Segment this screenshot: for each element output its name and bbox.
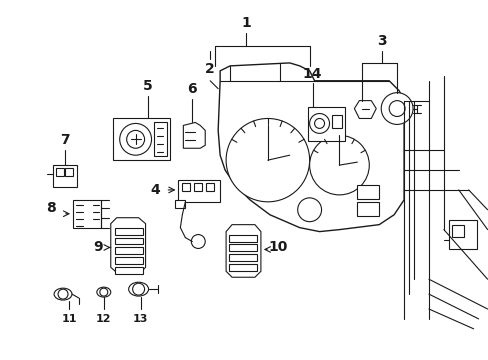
Circle shape (100, 288, 107, 296)
Polygon shape (354, 100, 375, 118)
Ellipse shape (54, 288, 72, 300)
Text: 4: 4 (150, 183, 160, 197)
Bar (451, 225, 463, 237)
Ellipse shape (128, 282, 148, 296)
Text: 3: 3 (377, 34, 386, 48)
Circle shape (388, 100, 404, 117)
Polygon shape (225, 225, 261, 277)
Circle shape (309, 135, 368, 195)
Text: 14: 14 (302, 67, 322, 81)
Circle shape (132, 283, 144, 295)
Polygon shape (183, 122, 205, 148)
Circle shape (58, 289, 68, 299)
Circle shape (309, 113, 329, 133)
Text: 1: 1 (241, 16, 250, 30)
Bar (182, 183, 190, 191)
Circle shape (225, 118, 309, 202)
Ellipse shape (97, 287, 111, 297)
Bar (65, 168, 73, 176)
Text: 2: 2 (205, 62, 215, 76)
Bar (228, 264, 256, 271)
Bar (175, 200, 185, 208)
Text: 6: 6 (187, 82, 197, 96)
Text: 7: 7 (60, 133, 70, 147)
Text: 8: 8 (46, 201, 56, 215)
Polygon shape (218, 63, 403, 231)
Polygon shape (111, 218, 145, 274)
Bar (228, 255, 256, 261)
Text: 5: 5 (142, 79, 152, 93)
Bar (228, 235, 256, 242)
Bar (115, 267, 142, 274)
Bar (113, 118, 170, 160)
Bar (115, 247, 142, 255)
Circle shape (120, 123, 151, 155)
Text: 12: 12 (96, 314, 111, 324)
Bar (206, 183, 214, 191)
Bar (357, 185, 379, 199)
Bar (448, 220, 476, 249)
Circle shape (126, 130, 144, 148)
Bar (194, 183, 202, 191)
Bar (115, 238, 142, 244)
Bar (357, 202, 379, 216)
Bar (56, 168, 64, 176)
Bar (73, 200, 101, 228)
Circle shape (314, 118, 324, 129)
Bar (115, 228, 142, 235)
Text: 9: 9 (93, 240, 102, 255)
Text: 13: 13 (133, 314, 148, 324)
Circle shape (297, 198, 321, 222)
Bar (153, 122, 167, 156)
Bar (307, 107, 345, 141)
Bar (53, 165, 77, 187)
Text: 11: 11 (61, 314, 77, 324)
Circle shape (191, 235, 205, 248)
Circle shape (381, 93, 412, 125)
Bar (332, 114, 342, 129)
Text: 10: 10 (267, 240, 287, 255)
Bar (178, 180, 220, 202)
Bar (228, 244, 256, 251)
Bar (115, 257, 142, 264)
